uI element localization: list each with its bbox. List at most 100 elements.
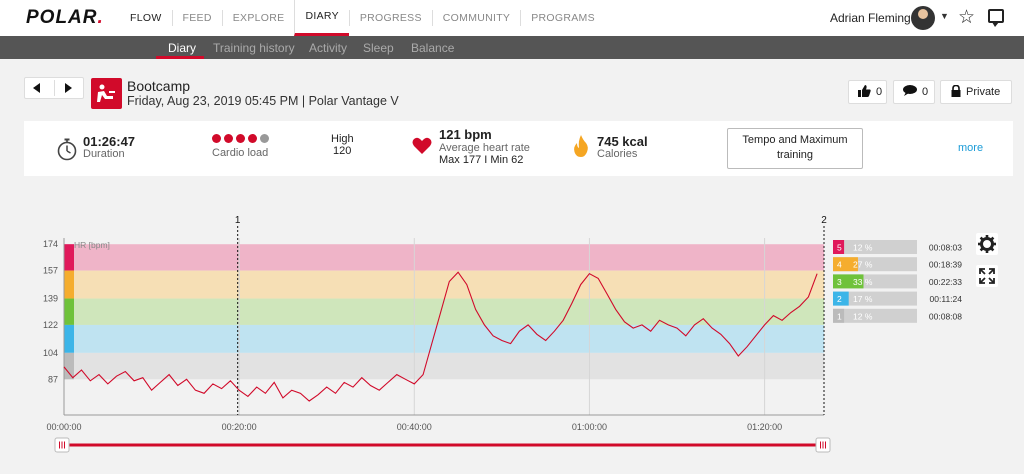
nav-community[interactable]: COMMUNITY <box>431 10 520 26</box>
session-pager <box>24 77 84 99</box>
chevron-down-icon[interactable]: ▼ <box>940 11 949 21</box>
lap-marker-label: 2 <box>821 215 827 226</box>
y-tick-label: 87 <box>48 374 58 384</box>
gear-icon <box>978 235 996 253</box>
cardio-load-dots <box>212 134 269 143</box>
calories-label: Calories <box>597 148 638 160</box>
zone-legend-bar-1 <box>833 308 845 323</box>
zone-legend-time: 00:11:24 <box>930 294 963 304</box>
nav-explore[interactable]: EXPLORE <box>221 10 295 26</box>
thumbs-up-icon <box>858 84 871 100</box>
subnav-sleep[interactable]: Sleep <box>363 41 394 55</box>
zone-band-5 <box>64 244 824 271</box>
subnav-training-history[interactable]: Training history <box>213 41 295 55</box>
x-tick-label: 01:00:00 <box>572 422 607 432</box>
next-arrow-icon[interactable] <box>65 83 72 93</box>
comment-icon <box>903 85 917 99</box>
avg-hr-label: Average heart rate <box>439 142 530 154</box>
cardio-load-label: Cardio load <box>212 147 269 159</box>
cardio-status: High <box>331 133 354 145</box>
fullscreen-button[interactable] <box>976 265 998 287</box>
zone-band-3 <box>64 298 824 325</box>
heart-rate-line <box>63 271 818 402</box>
privacy-label: Private <box>966 86 1001 98</box>
zone-legend-bar-5 <box>833 240 845 254</box>
training-benefit-button[interactable]: Tempo and Maximum training <box>727 128 863 169</box>
more-link[interactable]: more <box>958 142 984 154</box>
zone-legend-number: 2 <box>837 294 842 304</box>
message-icon[interactable] <box>988 9 1004 27</box>
zone-strip-2 <box>64 324 74 353</box>
nav-progress[interactable]: PROGRESS <box>348 10 432 26</box>
zone-legend-percent: 12 % <box>853 243 873 253</box>
previous-arrow-icon[interactable] <box>33 83 40 93</box>
nav-feed[interactable]: FEED <box>171 10 222 26</box>
duration-label: Duration <box>83 148 125 160</box>
zone-legend-track <box>833 240 917 254</box>
heart-rate-chart: 00:00:00 00:20:00 00:40:00 01:00:00 01:20:00… <box>0 210 1024 469</box>
x-tick-label: 00:20:00 <box>222 422 257 432</box>
nav-flow[interactable]: FLOW <box>130 12 162 24</box>
zone-legend-time: 00:18:39 <box>929 260 962 270</box>
zone-legend-number: 4 <box>837 260 842 270</box>
heart-rate-chart-svg: 00:00:00 00:20:00 00:40:00 01:00:00 01:20:00… <box>43 215 963 453</box>
pager-divider <box>54 80 55 96</box>
subnav-activity[interactable]: Activity <box>309 41 348 55</box>
avg-hr-value: 121 bpm <box>439 127 492 142</box>
hr-min-max: Max 177 I Min 62 <box>439 154 524 166</box>
y-tick-label: 104 <box>43 348 58 358</box>
zone-strip-1 <box>64 352 74 380</box>
zone-legend-time: 00:22:33 <box>929 277 962 287</box>
lap-marker-label: 1 <box>235 215 241 226</box>
zone-legend-bar-2 <box>833 291 849 306</box>
like-button[interactable]: 0 <box>848 80 887 104</box>
grip-icon <box>820 441 826 449</box>
x-tick-label: 00:40:00 <box>397 422 432 432</box>
zone-band-4 <box>64 270 824 299</box>
x-tick-label: 01:20:00 <box>747 422 782 432</box>
zone-band-2 <box>64 324 824 353</box>
y-axis-label: HR [bpm] <box>74 240 110 250</box>
chart-settings-button[interactable] <box>976 233 998 255</box>
heart-icon <box>412 137 432 160</box>
cardio-load-dot <box>260 134 269 143</box>
x-tick-label: 00:00:00 <box>46 422 81 432</box>
user-name[interactable]: Adrian Fleming <box>830 11 911 25</box>
zone-legend-track <box>833 308 917 323</box>
zone-legend-number: 3 <box>837 277 842 287</box>
nav-diary[interactable]: DIARY <box>294 0 349 36</box>
star-icon[interactable]: ☆ <box>958 7 976 28</box>
subnav-balance[interactable]: Balance <box>411 41 455 55</box>
avatar[interactable] <box>911 6 935 30</box>
calories-value: 745 kcal <box>597 134 648 149</box>
session-title: Bootcamp <box>127 78 191 94</box>
y-tick-label: 139 <box>43 294 58 304</box>
zone-legend-track <box>833 291 917 306</box>
polar-logo[interactable]: POLAR. <box>26 7 104 28</box>
privacy-button[interactable]: Private <box>940 80 1012 104</box>
cardio-load-dot <box>248 134 257 143</box>
flame-icon <box>573 135 589 162</box>
y-tick-label: 174 <box>43 239 58 249</box>
zone-band-1 <box>64 352 824 380</box>
zone-legend-time: 00:08:03 <box>929 243 962 253</box>
zone-strip-3 <box>64 298 74 325</box>
zone-legend-bar-4 <box>833 257 858 272</box>
top-navigation-bar: POLAR. FLOW FEED EXPLORE DIARY PROGRESS … <box>0 0 1024 36</box>
zone-strip-5 <box>64 244 74 271</box>
comment-count: 0 <box>922 86 929 98</box>
zone-legend-number: 1 <box>837 311 842 321</box>
nav-programs[interactable]: PROGRAMS <box>520 10 605 26</box>
sub-navigation: Diary Training history Activity Sleep Ba… <box>0 36 1024 59</box>
y-tick-label: 157 <box>43 266 58 276</box>
stopwatch-icon <box>56 137 78 166</box>
comment-button[interactable]: 0 <box>893 80 935 104</box>
subnav-diary[interactable]: Diary <box>168 41 197 55</box>
cardio-value: 120 <box>333 145 352 157</box>
cardio-load-dot <box>224 134 233 143</box>
zone-legend-percent: 17 % <box>853 294 873 304</box>
zone-legend-number: 5 <box>837 243 842 253</box>
cardio-load-dot <box>236 134 245 143</box>
zone-legend-percent: 12 % <box>853 311 873 321</box>
grip-icon <box>59 441 65 449</box>
